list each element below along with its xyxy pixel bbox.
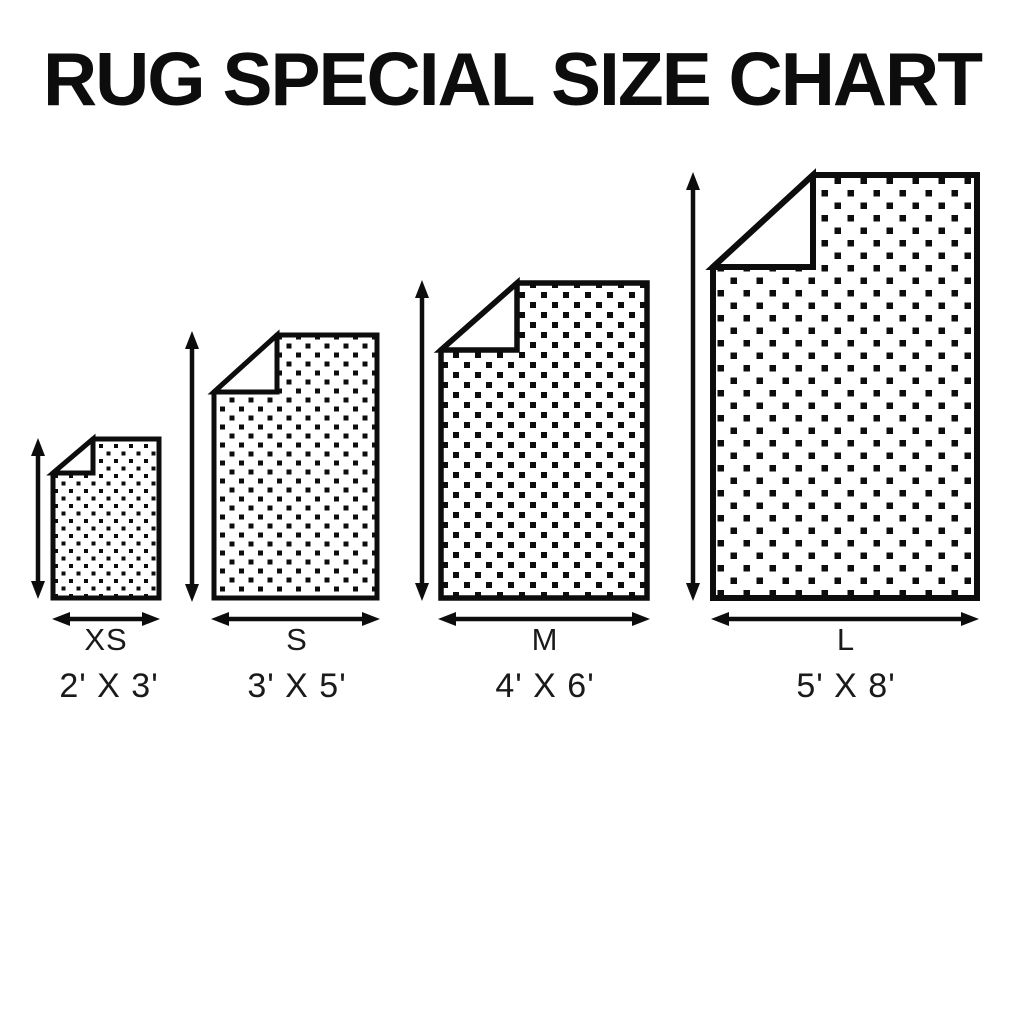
page-title: RUG SPECIAL SIZE CHART <box>42 37 983 121</box>
rug-l-graphic <box>686 168 980 626</box>
rug-m-width-arrow-icon <box>438 612 650 626</box>
dimension-label-xs: 2' X 3' <box>59 667 159 705</box>
rug-xs-fold-corner-icon <box>46 433 96 476</box>
rug-s-width-arrow-icon <box>211 612 380 626</box>
rug-m-fold-corner-icon <box>433 276 520 353</box>
rug-m-graphic <box>415 276 650 626</box>
rug-s-fold-corner-icon <box>207 329 280 395</box>
rug-xs-graphic <box>31 433 162 626</box>
dimension-label-m: 4' X 6' <box>495 667 595 705</box>
rug-l-width-arrow-icon <box>711 612 979 626</box>
rug-xs-width-arrow-icon <box>52 612 160 626</box>
size-label-l: L <box>836 622 856 657</box>
dimension-label-s: 3' X 5' <box>247 667 347 705</box>
rug-m-height-arrow-icon <box>415 280 429 601</box>
rug-s-graphic <box>185 329 380 626</box>
dimension-label-l: 5' X 8' <box>796 667 896 705</box>
rug-xs-height-arrow-icon <box>31 438 45 599</box>
size-label-m: M <box>531 622 559 657</box>
rug-l-fold-corner-icon <box>705 168 816 270</box>
size-label-s: S <box>286 622 308 657</box>
rug-s-height-arrow-icon <box>185 331 199 602</box>
size-label-xs: XS <box>84 622 128 657</box>
rug-l-height-arrow-icon <box>686 172 700 601</box>
